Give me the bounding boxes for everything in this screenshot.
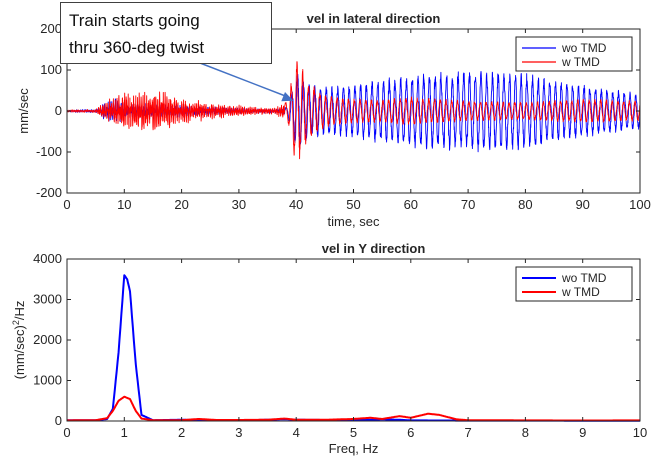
annotation-callout: Train starts going thru 360-deg twist (60, 2, 272, 64)
legend-label-w-tmd: w TMD (561, 285, 600, 299)
x-tick-label-bottom: 1 (121, 425, 128, 440)
x-tick-label-bottom: 4 (293, 425, 300, 440)
x-tick-label-top: 80 (518, 197, 532, 212)
series-line-w-tmd (66, 61, 641, 160)
annotation-arrow-head (281, 91, 294, 102)
chart-y-psd: 0 1 2 3 4 5 6 7 8 9 10 4000 3000 2000 1000 0 vel in Y d… (11, 241, 647, 456)
x-tick-label-bottom: 2 (178, 425, 185, 440)
series-layer-top (66, 61, 641, 160)
y-axis-label-part: (mm/sec) (12, 325, 27, 379)
y-tick-label-top: -200 (36, 185, 62, 200)
y-tick-label-top: 0 (55, 103, 62, 118)
y-axis-label-top: mm/sec (16, 88, 31, 134)
x-tick-label-bottom: 9 (579, 425, 586, 440)
y-tick-label-bottom: 1000 (33, 373, 62, 388)
x-tick-label-top: 60 (404, 197, 418, 212)
ticks-top: 0 10 20 30 40 50 60 70 80 90 100 200 100 0 -100 -200 (36, 21, 651, 212)
y-tick-label-bottom: 4000 (33, 251, 62, 266)
x-tick-label-bottom: 6 (407, 425, 414, 440)
y-tick-label-bottom: 3000 (33, 292, 62, 307)
y-tick-label-bottom: 2000 (33, 332, 62, 347)
x-tick-label-bottom: 0 (63, 425, 70, 440)
y-tick-label-bottom: 0 (55, 413, 62, 428)
y-axis-label-part: /Hz (12, 301, 27, 321)
x-axis-label-top: time, sec (327, 214, 380, 229)
legend-box (515, 36, 633, 72)
x-tick-label-top: 100 (629, 197, 651, 212)
x-tick-label-top: 0 (63, 197, 70, 212)
x-tick-label-top: 30 (232, 197, 246, 212)
x-tick-label-top: 90 (575, 197, 589, 212)
y-tick-label-top: -100 (36, 144, 62, 159)
y-axis-label-bottom: (mm/sec)2/Hz (11, 301, 27, 380)
ticks-bottom: 0 1 2 3 4 5 6 7 8 9 10 4000 3000 2000 1000 0 (33, 251, 647, 440)
x-tick-label-bottom: 3 (235, 425, 242, 440)
y-tick-label-top: 200 (40, 21, 62, 36)
annotation-line-1: Train starts going (69, 11, 200, 30)
annotation-arrow-line (199, 62, 288, 98)
x-tick-label-top: 10 (117, 197, 131, 212)
x-tick-label-top: 40 (289, 197, 303, 212)
x-tick-label-top: 20 (174, 197, 188, 212)
x-tick-label-bottom: 8 (522, 425, 529, 440)
legend-label-wo-tmd: wo TMD (561, 41, 607, 55)
x-tick-label-bottom: 10 (633, 425, 647, 440)
legend-label-w-tmd: w TMD (561, 55, 600, 69)
legend-label-wo-tmd: wo TMD (561, 271, 607, 285)
chart-lateral-velocity: 0 10 20 30 40 50 60 70 80 90 100 200 100 0 -100 -200 ve… (16, 11, 651, 229)
annotation-arrow (199, 62, 294, 102)
y-tick-label-top: 100 (40, 62, 62, 77)
chart-title-bottom: vel in Y direction (322, 241, 426, 256)
y-axis-label-superscript: 2 (11, 320, 21, 325)
x-tick-label-top: 50 (346, 197, 360, 212)
x-tick-label-bottom: 7 (464, 425, 471, 440)
chart-title-top: vel in lateral direction (307, 11, 441, 26)
x-tick-label-top: 70 (461, 197, 475, 212)
x-axis-label-bottom: Freq, Hz (329, 441, 379, 456)
x-tick-label-bottom: 5 (350, 425, 357, 440)
legend-box (515, 266, 633, 302)
annotation-line-2: thru 360-deg twist (69, 38, 205, 57)
